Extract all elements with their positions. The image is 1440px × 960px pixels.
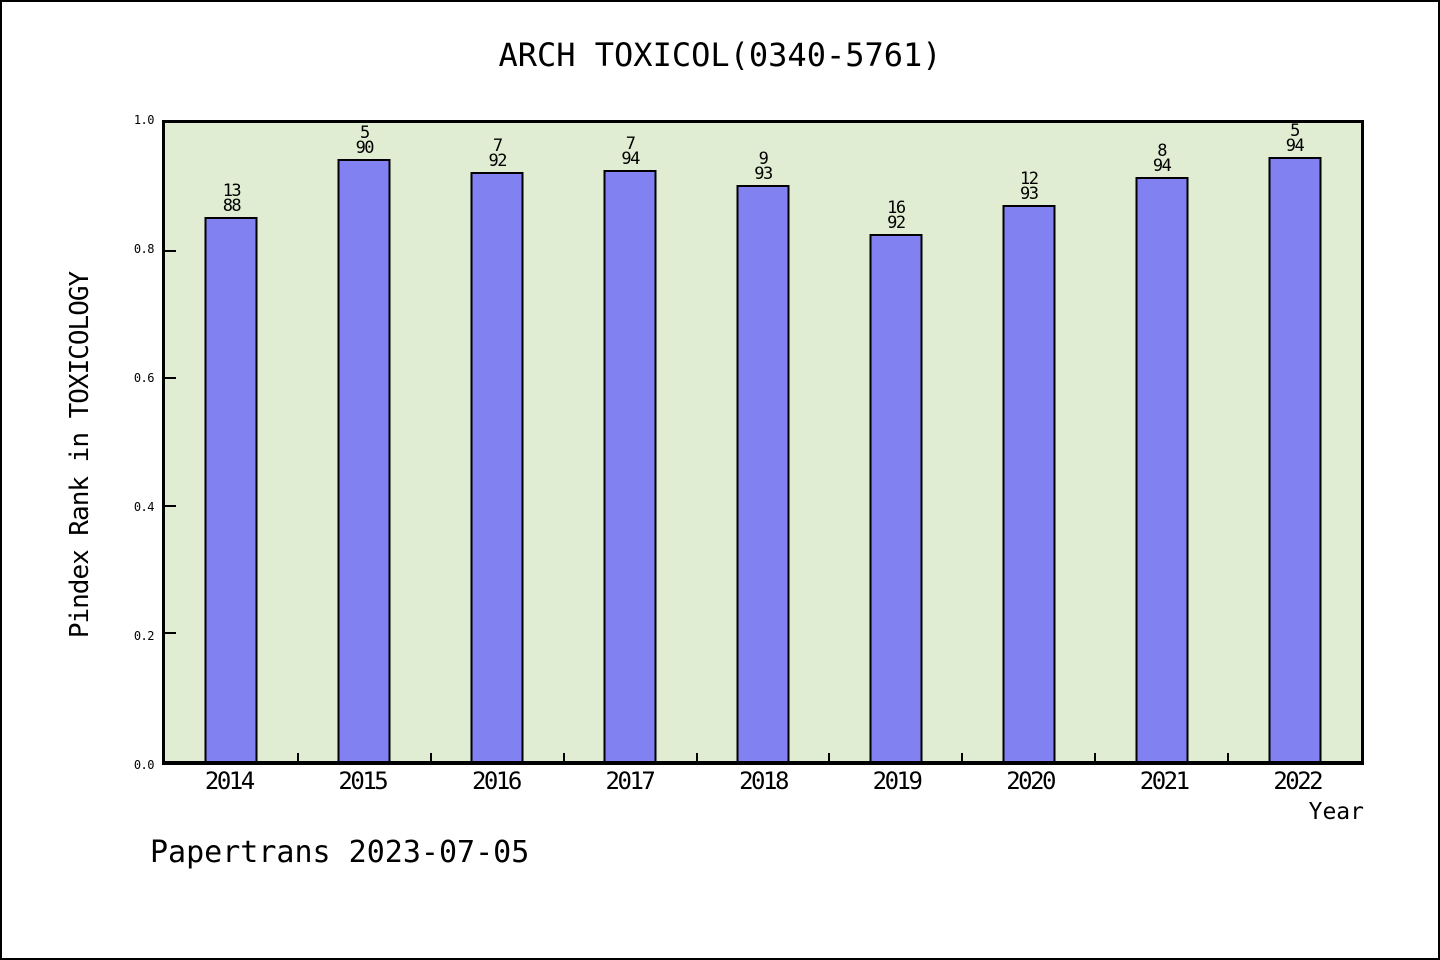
- y-tick-label: 0.0: [133, 758, 155, 772]
- x-boundary-tick: [828, 753, 831, 761]
- y-tick-label: 0.4: [133, 500, 155, 514]
- bar-value-label: 5 90: [268, 122, 461, 158]
- bar-value-label: 12 93: [932, 169, 1125, 205]
- bar-value-label: 13 88: [135, 181, 328, 217]
- watermark-text: Papertrans 2023-07-05: [150, 835, 530, 870]
- x-boundary-tick: [961, 753, 964, 761]
- bar-slot: 9 93: [697, 123, 830, 761]
- bar-rank-label: 5: [359, 122, 370, 143]
- bar-value-label: 8 94: [1065, 141, 1258, 177]
- bar: [603, 170, 657, 761]
- bar-rank-label: 8: [1157, 141, 1167, 162]
- bar-rank-label: 16: [887, 198, 906, 219]
- bar-total-label: 92: [887, 213, 906, 234]
- bar-value-label: 16 92: [799, 198, 992, 234]
- bar-slot: 7 94: [564, 123, 697, 761]
- bar-total-label: 93: [1020, 184, 1039, 205]
- bar: [337, 158, 391, 761]
- bar: [736, 184, 790, 761]
- bar-slot: 5 90: [298, 123, 431, 761]
- x-boundary-tick: [695, 753, 698, 761]
- bar-slot: 8 94: [1095, 123, 1228, 761]
- bar-slot: 12 93: [962, 123, 1095, 761]
- y-tick-mark: [165, 632, 176, 635]
- bar-rank-label: 9: [758, 148, 769, 169]
- y-tick-mark: [165, 249, 176, 252]
- bar: [1135, 177, 1189, 761]
- x-tick-label: 2017: [605, 767, 656, 795]
- y-tick-label: 1.0: [133, 113, 155, 127]
- bar-slot: 5 94: [1228, 122, 1361, 761]
- bar: [204, 217, 258, 761]
- y-axis-ticks: 0.0 0.2 0.4 0.6 0.8 1.0: [2, 113, 155, 772]
- bar-slot: 7 92: [431, 123, 564, 761]
- bar-total-label: 92: [488, 150, 507, 171]
- y-tick-label: 0.6: [133, 371, 155, 385]
- bar: [869, 234, 923, 761]
- bar-slot: 16 92: [829, 123, 962, 761]
- bar: [470, 171, 524, 761]
- bar-value-label: 7 94: [534, 134, 727, 170]
- x-tick-label: 2014: [204, 767, 255, 795]
- bar-total-label: 94: [1285, 135, 1305, 156]
- x-boundary-tick: [429, 753, 432, 761]
- x-tick-label: 2016: [471, 767, 522, 795]
- bar-rank-label: 5: [1290, 120, 1300, 141]
- bar-rank-label: 7: [625, 134, 636, 155]
- bar-rank-label: 13: [222, 181, 242, 202]
- x-tick-label: 2019: [872, 767, 923, 795]
- bar-value-label: 5 94: [1198, 120, 1391, 156]
- bar-value-label: 9 93: [667, 148, 860, 184]
- y-tick-mark: [165, 377, 176, 380]
- bar-total-label: 90: [355, 137, 375, 158]
- x-boundary-tick: [562, 753, 565, 761]
- bar: [1268, 156, 1322, 761]
- bar-total-label: 88: [222, 196, 242, 217]
- x-boundary-tick: [296, 753, 299, 761]
- x-tick-label: 2022: [1273, 767, 1323, 795]
- plot-area: 13 88 5 90 7 92 7 94 9 93 16 92 12 93 8 94 5 94: [162, 120, 1364, 765]
- x-boundary-tick: [1094, 753, 1097, 761]
- bar-total-label: 94: [621, 149, 640, 170]
- x-axis-label: Year: [1308, 799, 1364, 825]
- x-tick-label: 2021: [1139, 767, 1190, 795]
- x-tick-label: 2020: [1006, 767, 1056, 795]
- x-boundary-tick: [1227, 753, 1230, 761]
- x-axis-ticks: 2014 2015 2016 2017 2018 2019 2020 2021 2022: [162, 765, 1364, 795]
- bar-rank-label: 7: [492, 135, 503, 156]
- bar: [1002, 205, 1056, 761]
- bar-total-label: 93: [754, 163, 773, 184]
- bar-total-label: 94: [1152, 156, 1172, 177]
- chart-title: ARCH TOXICOL(0340-5761): [498, 36, 942, 74]
- y-tick-label: 0.8: [133, 242, 155, 256]
- y-tick-mark: [165, 504, 176, 507]
- bar-value-label: 7 92: [401, 135, 594, 171]
- x-tick-label: 2018: [739, 767, 789, 795]
- bar-slot: 13 88: [165, 123, 298, 761]
- bar-rank-label: 12: [1020, 169, 1039, 190]
- y-tick-label: 0.2: [133, 629, 155, 643]
- x-tick-label: 2015: [338, 767, 388, 795]
